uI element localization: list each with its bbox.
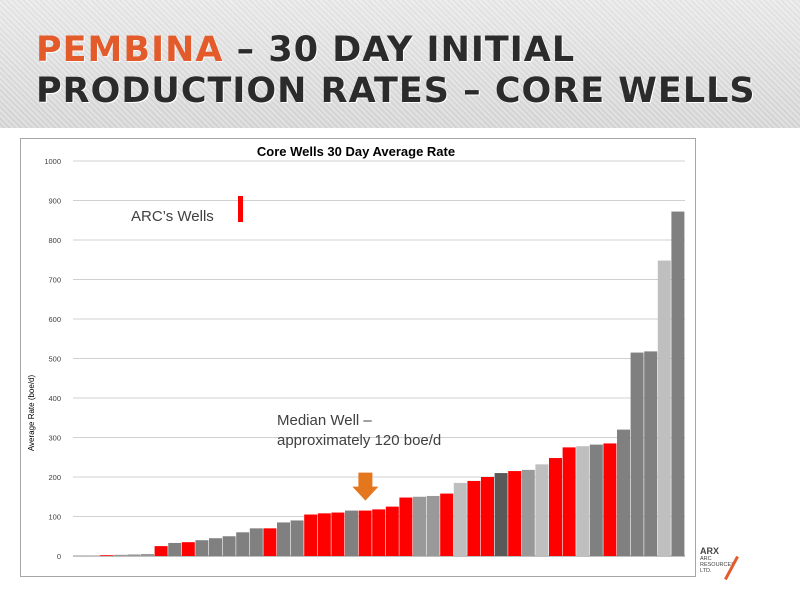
- well-bar: [671, 211, 685, 556]
- arc-well-bar: [508, 471, 522, 556]
- arc-well-bar: [399, 497, 413, 556]
- well-bar: [617, 429, 630, 556]
- well-bar: [535, 464, 549, 556]
- well-bar: [521, 469, 535, 556]
- y-tick-label: 500: [48, 355, 61, 364]
- well-bar: [630, 352, 644, 556]
- well-bar: [345, 510, 358, 556]
- legend-swatch: [238, 196, 243, 222]
- arc-well-bar: [562, 447, 576, 557]
- well-bar: [657, 260, 671, 556]
- arc-well-bar: [385, 506, 399, 557]
- y-axis-label: Average Rate (boe/d): [27, 374, 36, 451]
- well-bar: [494, 473, 508, 556]
- arc-well-bar: [154, 546, 168, 557]
- well-bar: [86, 555, 100, 557]
- company-logo: ARX ARC RESOURCES LTD.: [700, 547, 744, 583]
- title-accent: PEMBINA: [36, 30, 224, 70]
- annotation-line-2: approximately 120 boe/d: [277, 432, 441, 449]
- y-tick-label: 900: [48, 197, 61, 206]
- arc-well-bar: [603, 443, 617, 556]
- arc-well-bar: [263, 528, 277, 556]
- annotation-line-1: Median Well –: [277, 412, 372, 429]
- grid-lines: [73, 160, 685, 557]
- arc-well-bar: [304, 514, 318, 556]
- well-bar: [195, 540, 209, 556]
- y-tick-label: 300: [48, 434, 61, 443]
- bars: [73, 211, 685, 557]
- y-tick-labels: 0 100 200 300 400 500 600 700 800 900 1000: [44, 157, 61, 561]
- logo-sub-3: LTD.: [700, 568, 712, 574]
- well-bar: [589, 444, 603, 556]
- arc-well-bar: [467, 480, 481, 556]
- chart-container: 0 100 200 300 400 500 600 700 800 900 1000 Core We…: [20, 138, 696, 577]
- y-tick-label: 200: [48, 473, 61, 482]
- well-bar: [141, 554, 154, 556]
- well-bar: [426, 495, 440, 556]
- title-line2: PRODUCTION RATES – CORE WELLS: [36, 71, 756, 111]
- logo-brand: ARX: [700, 546, 720, 556]
- slide-title: PEMBINA – 30 DAY INITIAL PRODUCTION RATES…: [36, 30, 756, 112]
- arc-well-bar: [317, 513, 331, 556]
- arc-well-bar: [481, 477, 494, 556]
- legend-label: ARC’s Wells: [131, 208, 214, 225]
- well-bar: [113, 554, 127, 556]
- arc-well-bar: [100, 555, 114, 556]
- arc-well-bar: [549, 458, 562, 556]
- arc-well-bar: [372, 509, 386, 556]
- y-tick-label: 800: [48, 236, 61, 245]
- well-bar: [209, 538, 222, 556]
- well-bar: [290, 520, 304, 556]
- well-bar: [576, 446, 590, 556]
- median-arrow: [352, 472, 379, 501]
- well-bar: [277, 522, 290, 556]
- y-tick-label: 400: [48, 394, 61, 403]
- y-tick-label: 0: [57, 552, 61, 561]
- title-rest: – 30 DAY INITIAL: [223, 30, 576, 70]
- slide-header: PEMBINA – 30 DAY INITIAL PRODUCTION RATES…: [0, 0, 800, 128]
- y-tick-label: 600: [48, 315, 61, 324]
- arc-well-bar: [181, 542, 195, 556]
- arc-well-bar: [440, 493, 454, 556]
- well-bar: [413, 496, 426, 556]
- y-tick-label: 700: [48, 276, 61, 285]
- chart-title: Core Wells 30 Day Average Rate: [257, 144, 455, 159]
- well-bar: [127, 554, 141, 556]
- y-tick-label: 100: [48, 513, 61, 522]
- y-tick-label: 1000: [44, 157, 61, 166]
- well-bar: [644, 351, 658, 556]
- well-bar: [249, 528, 263, 556]
- well-bar: [73, 555, 86, 557]
- well-bar: [168, 542, 182, 556]
- well-bar: [453, 482, 467, 556]
- arc-well-bar: [331, 512, 345, 556]
- bar-chart: 0 100 200 300 400 500 600 700 800 900 1000 Core We…: [27, 144, 685, 561]
- arc-well-bar: [358, 510, 372, 556]
- logo-sub-1: ARC: [700, 556, 712, 562]
- well-bar: [222, 536, 236, 556]
- logo-sub-2: RESOURCES: [700, 562, 735, 568]
- well-bar: [236, 532, 250, 556]
